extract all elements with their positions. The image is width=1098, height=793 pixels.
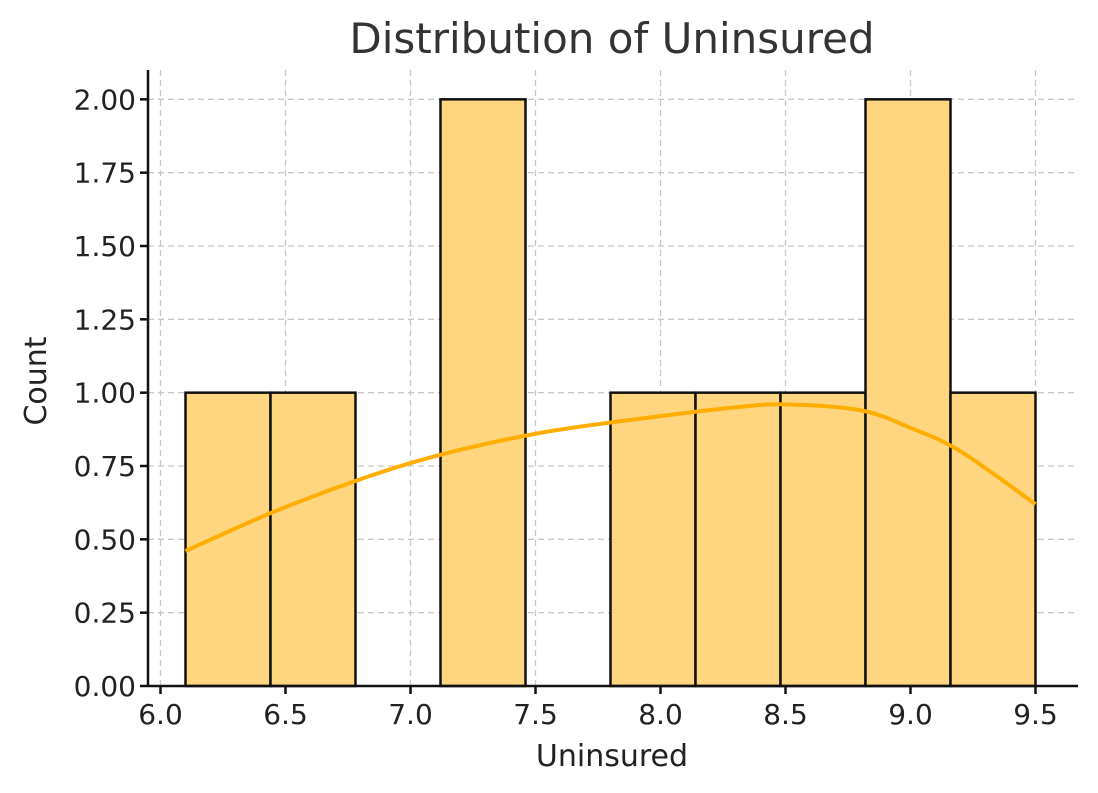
- y-tick-label: 1.75: [74, 157, 136, 190]
- x-tick-label: 7.0: [388, 698, 433, 731]
- y-tick-label: 0.00: [74, 670, 136, 703]
- x-tick-label: 7.5: [513, 698, 558, 731]
- y-tick-label: 0.75: [74, 450, 136, 483]
- y-ticks: 0.00 0.25 0.50 0.75 1.00 1.25 1.50 1.75 2.00: [74, 83, 148, 703]
- y-tick-label: 0.50: [74, 523, 136, 556]
- histogram-bar: [269, 391, 357, 688]
- y-tick-label: 1.50: [74, 230, 136, 263]
- kde-curve: [184, 402, 1037, 553]
- x-ticks: 6.0 6.5 7.0 7.5 8.0 8.5 9.0 9.5: [138, 686, 1058, 731]
- histogram-bar: [694, 391, 782, 688]
- chart-title: Distribution of Uninsured: [349, 14, 874, 63]
- bars-layer: [184, 98, 1037, 688]
- x-tick-label: 9.0: [888, 698, 933, 731]
- x-tick-label: 6.5: [263, 698, 308, 731]
- histogram-bar: [779, 391, 867, 688]
- histogram-bar: [949, 391, 1037, 688]
- y-tick-label: 1.25: [74, 303, 136, 336]
- y-tick-label: 1.00: [74, 377, 136, 410]
- x-tick-label: 8.5: [763, 698, 808, 731]
- y-tick-label: 2.00: [74, 83, 136, 116]
- x-tick-label: 9.5: [1013, 698, 1058, 731]
- histogram-bar: [609, 391, 697, 688]
- x-tick-label: 6.0: [138, 698, 183, 731]
- x-tick-label: 8.0: [638, 698, 683, 731]
- histogram-bar: [439, 98, 527, 688]
- histogram-bar: [864, 98, 952, 688]
- histogram-bar: [184, 391, 272, 688]
- y-tick-label: 0.25: [74, 597, 136, 630]
- kde-layer: [184, 402, 1037, 553]
- x-axis-label: Uninsured: [536, 739, 688, 774]
- y-axis-label: Count: [19, 336, 54, 425]
